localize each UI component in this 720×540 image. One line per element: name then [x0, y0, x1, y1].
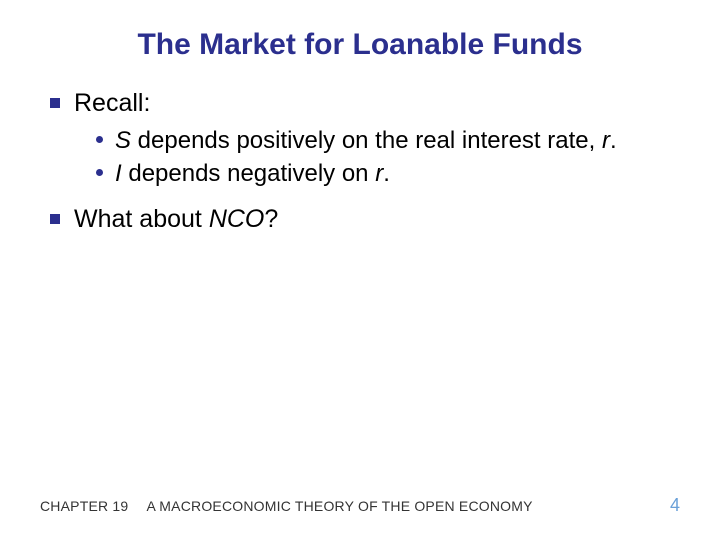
var-nco: NCO — [209, 205, 265, 233]
var-r: r — [602, 127, 610, 154]
bullet-text: What about NCO? — [74, 204, 278, 235]
square-bullet-icon — [50, 214, 60, 224]
dot-bullet-icon — [96, 169, 103, 176]
var-r: r — [375, 160, 383, 187]
square-bullet-icon — [50, 98, 60, 108]
sub-text: S depends positively on the real interes… — [115, 125, 617, 156]
bullet-recall: Recall: — [50, 88, 680, 119]
slide-title: The Market for Loanable Funds — [40, 28, 680, 62]
slide-content: Recall: S depends positively on the real… — [40, 88, 680, 235]
text-fragment: ? — [264, 205, 278, 233]
text-fragment: . — [610, 127, 617, 154]
chapter-label: CHAPTER 19 — [40, 498, 128, 514]
var-s: S — [115, 127, 131, 154]
text-fragment: . — [383, 160, 390, 187]
dot-bullet-icon — [96, 136, 103, 143]
slide: The Market for Loanable Funds Recall: S … — [0, 0, 720, 540]
var-i: I — [115, 160, 122, 187]
sub-text: I depends negatively on r. — [115, 158, 390, 189]
book-title: A MACROECONOMIC THEORY OF THE OPEN ECONO… — [146, 498, 532, 514]
text-fragment: What about — [74, 205, 209, 233]
page-number: 4 — [670, 495, 680, 516]
sub-bullet-i: I depends negatively on r. — [96, 158, 680, 189]
sub-list: S depends positively on the real interes… — [50, 125, 680, 189]
footer-left: CHAPTER 19 A MACROECONOMIC THEORY OF THE… — [40, 498, 533, 514]
footer: CHAPTER 19 A MACROECONOMIC THEORY OF THE… — [40, 495, 680, 516]
bullet-text: Recall: — [74, 88, 150, 119]
text-fragment: depends positively on the real interest … — [131, 127, 602, 154]
text-fragment: depends negatively on — [122, 160, 376, 187]
sub-bullet-s: S depends positively on the real interes… — [96, 125, 680, 156]
bullet-nco: What about NCO? — [50, 204, 680, 235]
